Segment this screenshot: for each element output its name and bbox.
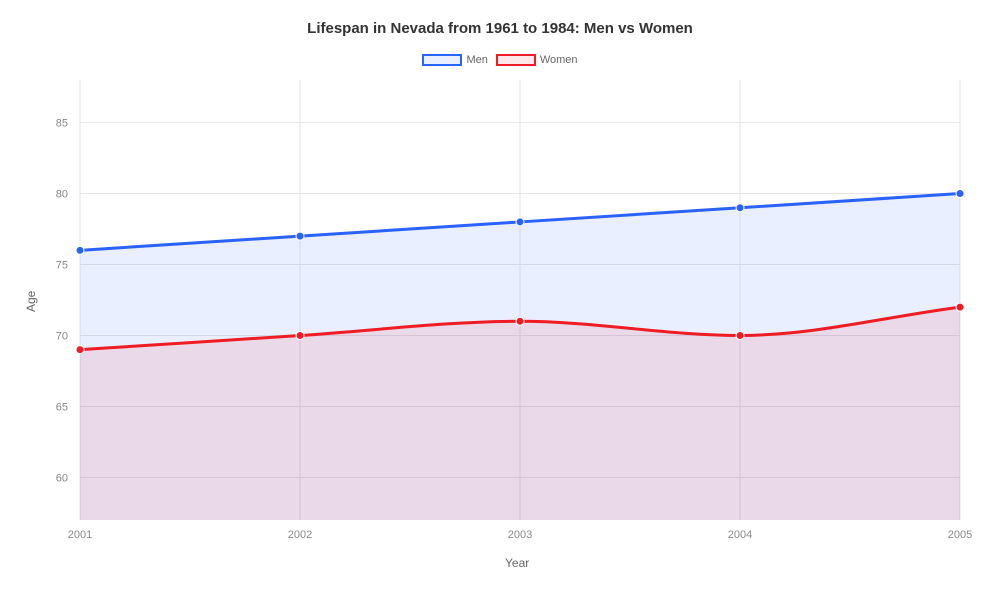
y-tick-label: 80 (56, 189, 68, 201)
y-tick-label: 85 (56, 118, 68, 130)
x-axis-label: Year (505, 556, 529, 570)
x-tick-label: 2003 (508, 529, 532, 541)
x-tick-label: 2004 (728, 529, 752, 541)
data-point-women[interactable] (956, 303, 964, 311)
x-tick-label: 2005 (948, 529, 972, 541)
y-tick-label: 60 (56, 472, 68, 484)
data-point-women[interactable] (76, 346, 84, 354)
data-point-men[interactable] (296, 232, 304, 240)
y-axis-label: Age (24, 291, 38, 312)
y-tick-label: 70 (56, 330, 68, 342)
data-point-women[interactable] (516, 317, 524, 325)
x-tick-label: 2002 (288, 529, 312, 541)
chart-container: Lifespan in Nevada from 1961 to 1984: Me… (0, 0, 1000, 600)
data-point-men[interactable] (736, 204, 744, 212)
y-tick-label: 75 (56, 260, 68, 272)
data-point-men[interactable] (516, 218, 524, 226)
x-tick-label: 2001 (68, 529, 92, 541)
y-tick-label: 65 (56, 401, 68, 413)
data-point-women[interactable] (296, 331, 304, 339)
data-point-men[interactable] (76, 246, 84, 254)
chart-plot: 2001 2002 2003 2004 2005 60 65 70 75 80 85 (0, 0, 1000, 600)
data-point-men[interactable] (956, 190, 964, 198)
data-point-women[interactable] (736, 331, 744, 339)
